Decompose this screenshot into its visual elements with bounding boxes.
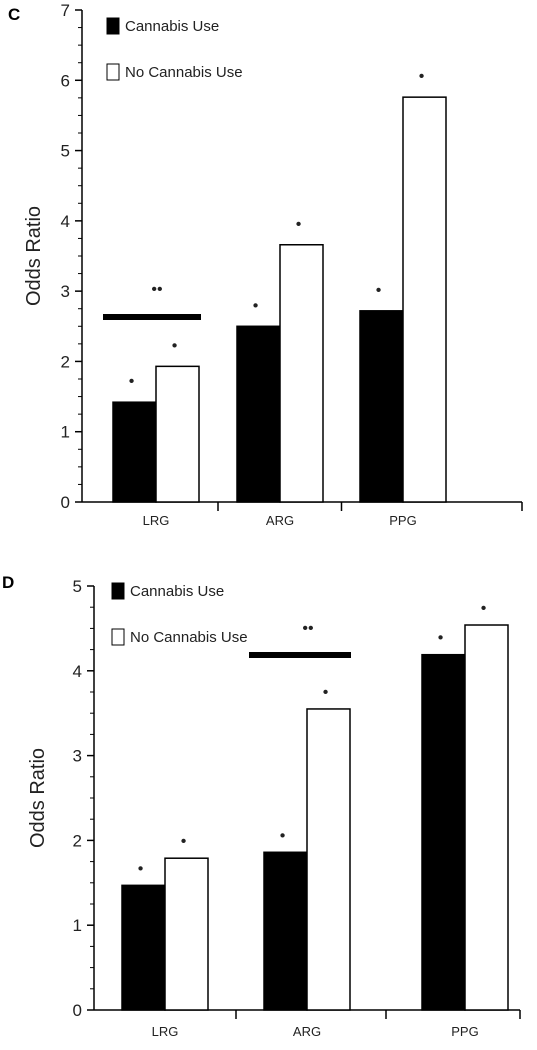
- significance-marker: •: [129, 373, 135, 390]
- y-tick-label: 4: [61, 212, 70, 231]
- bar-cannabis-lrg: [121, 884, 166, 1011]
- legend-label-no-cannabis: No Cannabis Use: [130, 629, 248, 646]
- y-tick-label: 7: [61, 1, 70, 20]
- legend-swatch-no-cannabis: [111, 628, 125, 646]
- y-tick-label: 1: [73, 916, 82, 935]
- significance-marker: •: [172, 337, 178, 354]
- x-category-label: ARG: [293, 1024, 321, 1039]
- bar-no-cannabis-ppg: [402, 96, 447, 503]
- legend-label-cannabis: Cannabis Use: [130, 583, 224, 600]
- y-tick-label: 6: [61, 71, 70, 90]
- y-tick-label: 1: [61, 423, 70, 442]
- bar-cannabis-arg: [263, 851, 308, 1011]
- significance-marker: •: [138, 860, 144, 877]
- x-category-label: LRG: [143, 513, 170, 528]
- bar-no-cannabis-arg: [279, 244, 324, 503]
- significance-marker: •: [376, 282, 382, 299]
- legend-swatch-cannabis: [111, 582, 125, 600]
- legend-swatch-cannabis: [106, 17, 120, 35]
- y-tick-label: 0: [61, 493, 70, 512]
- significance-marker: •: [181, 833, 187, 850]
- significance-marker: •: [481, 600, 487, 617]
- significance-marker: •: [280, 827, 286, 844]
- x-category-label: LRG: [152, 1024, 179, 1039]
- significance-marker: •: [323, 684, 329, 701]
- y-tick-label: 2: [61, 352, 70, 371]
- y-tick-label: 4: [73, 662, 82, 681]
- y-axis-title: Odds Ratio: [23, 206, 45, 306]
- y-tick-label: 5: [73, 577, 82, 596]
- y-axis-title: Odds Ratio: [27, 748, 49, 848]
- significance-marker: •: [253, 297, 259, 314]
- group-significance-marker: ••: [302, 620, 313, 637]
- legend-label-cannabis: Cannabis Use: [125, 18, 219, 35]
- y-tick-label: 0: [73, 1001, 82, 1020]
- x-category-label: PPG: [451, 1024, 478, 1039]
- significance-marker: •: [419, 68, 425, 85]
- bar-cannabis-ppg: [359, 310, 404, 503]
- y-tick-label: 5: [61, 142, 70, 161]
- y-tick-label: 2: [73, 831, 82, 850]
- bar-cannabis-arg: [236, 325, 281, 503]
- bar-no-cannabis-lrg: [155, 365, 200, 503]
- bar-no-cannabis-ppg: [464, 624, 509, 1011]
- legend-swatch-no-cannabis: [106, 63, 120, 81]
- panel-label: C: [8, 5, 20, 24]
- x-category-label: PPG: [389, 513, 416, 528]
- x-category-label: ARG: [266, 513, 294, 528]
- legend-label-no-cannabis: No Cannabis Use: [125, 64, 243, 81]
- y-tick-label: 3: [73, 747, 82, 766]
- bar-cannabis-lrg: [112, 401, 157, 503]
- panel-label: D: [2, 573, 14, 592]
- group-significance-marker: ••: [151, 281, 162, 298]
- significance-marker: •: [438, 630, 444, 647]
- bar-cannabis-ppg: [421, 653, 466, 1011]
- bar-no-cannabis-lrg: [164, 857, 209, 1011]
- y-tick-label: 3: [61, 282, 70, 301]
- bar-no-cannabis-arg: [306, 708, 351, 1011]
- significance-marker: •: [296, 216, 302, 233]
